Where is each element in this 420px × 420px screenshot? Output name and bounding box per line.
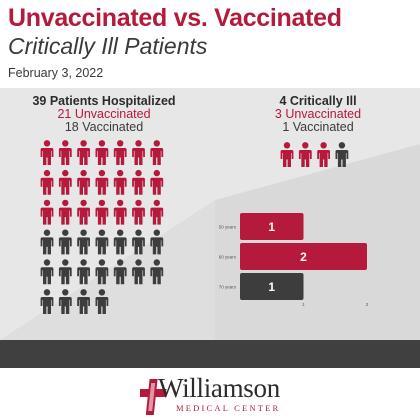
logo-tagline: MEDICAL CENTER xyxy=(176,403,281,413)
unvaccinated-person-icon xyxy=(77,169,90,195)
vaccinated-person-icon xyxy=(113,229,127,255)
unvaccinated-person-icon xyxy=(132,199,145,225)
unvaccinated-person-icon xyxy=(150,140,164,165)
vaccinated-person-icon xyxy=(150,259,164,285)
unvaccinated-person-icon xyxy=(95,169,109,195)
unvaccinated-person-icon xyxy=(95,140,109,165)
bar xyxy=(240,213,304,240)
unvaccinated-person-icon xyxy=(317,142,330,167)
x-tick-label: 2 xyxy=(366,302,369,307)
vaccinated-person-icon xyxy=(132,259,145,285)
vaccinated-person-icon xyxy=(40,229,54,255)
vaccinated-person-icon xyxy=(77,229,90,255)
unvaccinated-person-icon xyxy=(58,140,72,165)
bar xyxy=(240,243,367,270)
unvaccinated-person-icon xyxy=(280,142,294,167)
unvaccinated-person-icon xyxy=(77,199,90,225)
unvaccinated-person-icon xyxy=(58,199,72,225)
unvaccinated-person-icon xyxy=(58,169,72,195)
hospitalized-heading: 39 Patients Hospitalized 21 Unvaccinated… xyxy=(4,95,204,134)
hospitalized-people-grid xyxy=(40,140,164,314)
vaccinated-person-icon xyxy=(132,229,145,255)
vaccinated-person-icon xyxy=(58,229,72,255)
critical-heading: 4 Critically Ill 3 Unvaccinated 1 Vaccin… xyxy=(232,95,404,134)
unvaccinated-person-icon xyxy=(113,199,127,225)
bar xyxy=(240,273,304,300)
unvaccinated-person-icon xyxy=(132,169,145,195)
hospitalized-unvaccinated: 21 Unvaccinated xyxy=(57,107,151,121)
vaccinated-person-icon xyxy=(150,229,164,255)
vaccinated-person-icon xyxy=(95,259,109,285)
vaccinated-person-icon xyxy=(58,259,72,285)
vaccinated-person-icon xyxy=(77,289,90,314)
page-subtitle: Critically Ill Patients xyxy=(8,33,208,59)
unvaccinated-person-icon xyxy=(298,142,312,167)
unvaccinated-person-icon xyxy=(40,199,54,225)
unvaccinated-person-icon xyxy=(40,169,54,195)
vaccinated-person-icon xyxy=(77,259,90,285)
unvaccinated-person-icon xyxy=(40,140,54,165)
vaccinated-person-icon xyxy=(40,289,54,314)
x-tick-label: 1 xyxy=(302,302,305,307)
unvaccinated-person-icon xyxy=(113,169,127,195)
critical-vaccinated: 1 Vaccinated xyxy=(282,120,354,134)
williamson-logo xyxy=(140,379,167,415)
category-label: 60 years xyxy=(219,255,237,260)
unvaccinated-person-icon xyxy=(150,169,164,195)
category-label: 50 years xyxy=(219,225,237,230)
data-label: 1 xyxy=(268,280,275,294)
unvaccinated-person-icon xyxy=(132,140,145,165)
unvaccinated-person-icon xyxy=(95,199,109,225)
critical-unvaccinated: 3 Unvaccinated xyxy=(274,107,362,121)
unvaccinated-person-icon xyxy=(150,199,164,225)
hospitalized-vaccinated: 18 Vaccinated xyxy=(64,120,144,134)
data-label: 2 xyxy=(300,250,307,264)
vaccinated-person-icon xyxy=(95,229,109,255)
logo-name: Williamson xyxy=(158,373,280,403)
vaccinated-person-icon xyxy=(95,289,109,314)
hospitalized-total: 39 Patients Hospitalized xyxy=(32,94,176,108)
vaccinated-person-icon xyxy=(113,259,127,285)
category-label: 70 years xyxy=(219,285,237,290)
age-bar-chart: 50 years 1 60 years 2 70 years 1 1 2 xyxy=(219,213,369,307)
vaccinated-person-icon xyxy=(58,289,72,314)
vaccinated-person-icon xyxy=(335,142,349,167)
unvaccinated-person-icon xyxy=(77,140,90,165)
footer-band xyxy=(0,340,420,368)
critical-total: 4 Critically Ill xyxy=(279,94,357,108)
page-title: Unvaccinated vs. Vaccinated xyxy=(8,4,342,32)
cross-icon xyxy=(140,379,167,415)
unvaccinated-person-icon xyxy=(113,140,127,165)
report-date: February 3, 2022 xyxy=(8,66,104,80)
vaccinated-person-icon xyxy=(40,259,54,285)
critical-people-row xyxy=(280,142,349,167)
data-label: 1 xyxy=(268,220,275,234)
